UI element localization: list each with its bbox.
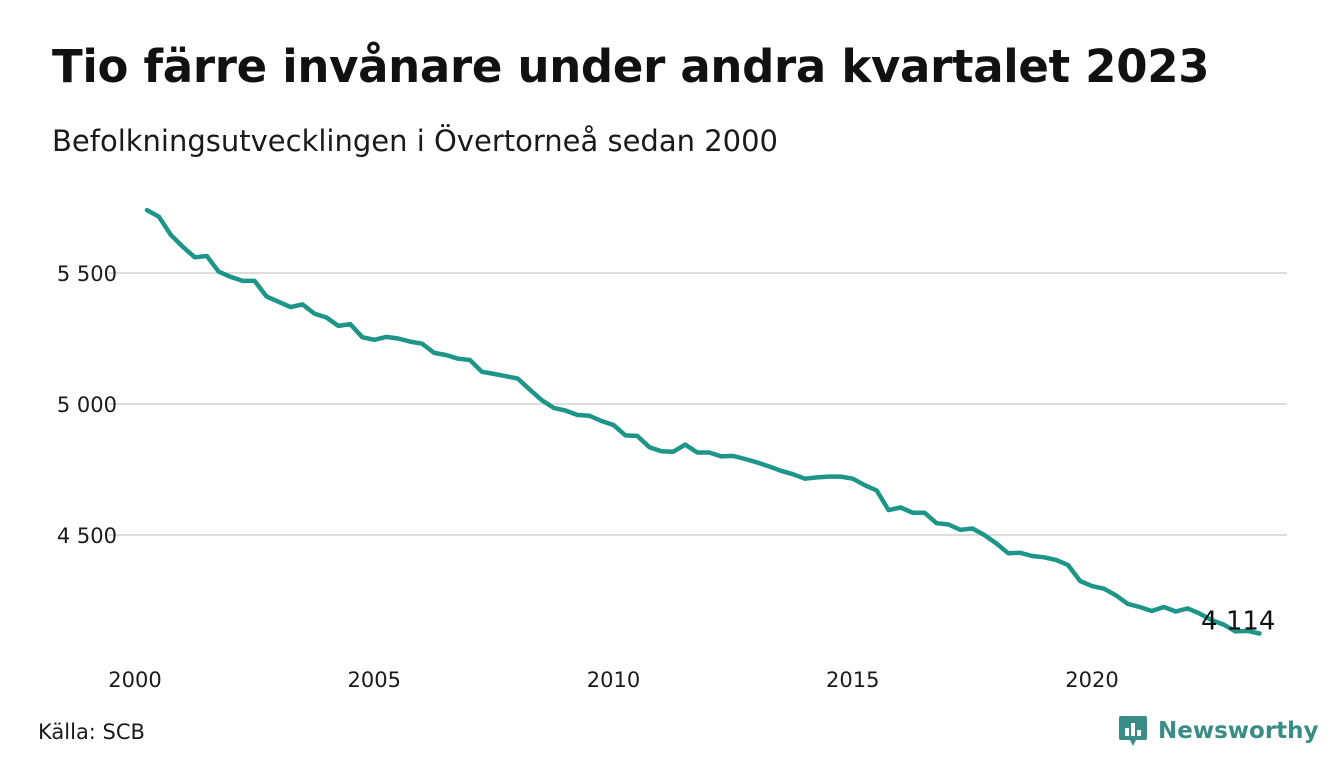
brand-name: Newsworthy	[1158, 718, 1319, 744]
y-axis: 4 500 5 000 5 500	[57, 262, 117, 548]
x-tick-label-2000: 2000	[108, 668, 161, 692]
y-tick-label-5500: 5 500	[57, 262, 117, 286]
population-line	[144, 207, 1262, 636]
brand-logo: Newsworthy	[1118, 714, 1319, 748]
line-chart: 4 500 5 000 5 500 2000 2005 2010 2015 2020 4 1…	[57, 207, 1287, 692]
x-tick-label-2020: 2020	[1065, 668, 1118, 692]
grid-layer	[108, 272, 1287, 536]
newsworthy-logo-icon	[1119, 716, 1147, 746]
x-tick-label-2005: 2005	[348, 668, 401, 692]
chart-title: Tio färre invånare under andra kvartalet…	[52, 40, 1210, 93]
x-tick-label-2010: 2010	[587, 668, 640, 692]
series-layer	[144, 207, 1262, 636]
chart-subtitle: Befolkningsutvecklingen i Övertorneå sed…	[52, 124, 779, 158]
end-value-label: 4 114	[1201, 607, 1275, 637]
x-axis: 2000 2005 2010 2015 2020	[108, 668, 1118, 692]
source-note: Källa: SCB	[38, 720, 145, 744]
x-tick-label-2015: 2015	[826, 668, 879, 692]
y-tick-label-4500: 4 500	[57, 524, 117, 548]
y-tick-label-5000: 5 000	[57, 393, 117, 417]
label-layer: 4 114	[1201, 607, 1275, 637]
